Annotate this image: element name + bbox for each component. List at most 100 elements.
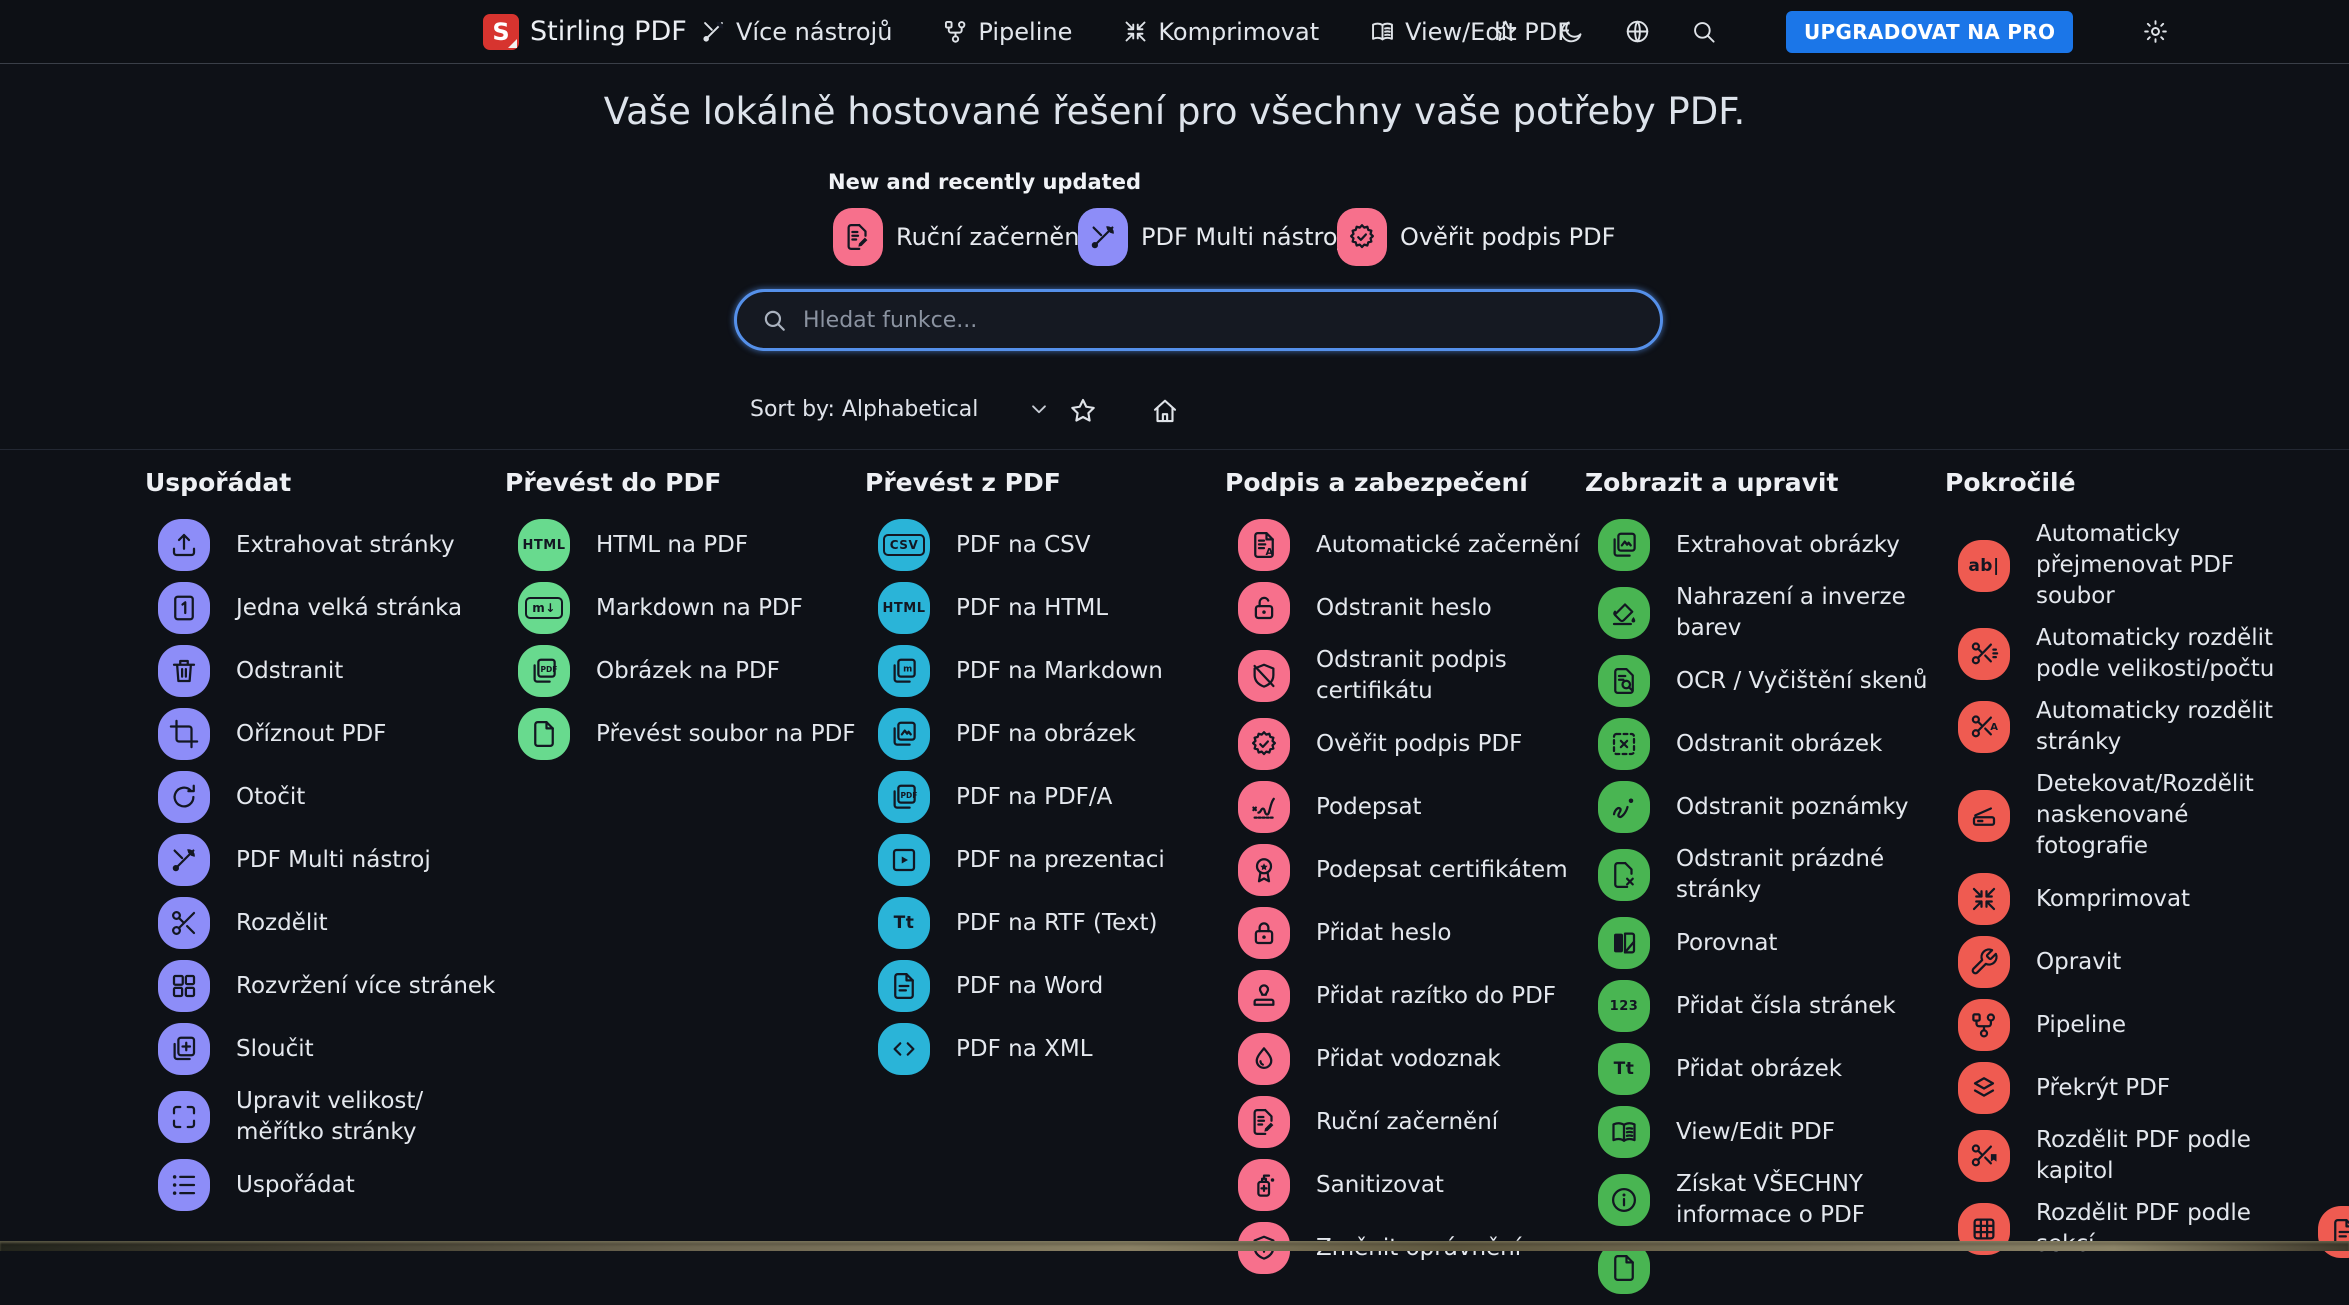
list-item-oto-it[interactable]: Otočit [145, 771, 505, 823]
list-item-label: PDF na XML [956, 1035, 1093, 1062]
list-item-rozvr-en-v-ce-str-nek[interactable]: Rozvržení více stránek [145, 960, 505, 1012]
list-item-pipeline[interactable]: Pipeline [1945, 999, 2305, 1051]
list-item-podepsat[interactable]: Podepsat [1225, 781, 1585, 833]
list-item-porovnat[interactable]: Porovnat [1585, 917, 1945, 969]
list-item-p-idat-vodoznak[interactable]: Přidat vodoznak [1225, 1033, 1585, 1085]
list-item-odstranit-heslo[interactable]: Odstranit heslo [1225, 582, 1585, 634]
list-item-rozd-lit-pdf-podle-kapitol[interactable]: Rozdělit PDF podle kapitol [1945, 1125, 2305, 1187]
list-item-odstranit-pr-zdn-str-nky[interactable]: Odstranit prázdné stránky [1585, 844, 1945, 906]
list-item-markdown-na-pdf[interactable]: m↓ Markdown na PDF [505, 582, 865, 634]
search-icon [761, 307, 787, 333]
favorites-star-icon[interactable] [1492, 18, 1519, 45]
auto-rename-icon: ab| [1968, 555, 2000, 576]
list-item-o-znout-pdf[interactable]: Oříznout PDF [145, 708, 505, 760]
sort-label: Sort by: Alphabetical [750, 397, 979, 422]
list-item-view-edit-pdf[interactable]: View/Edit PDF [1585, 1106, 1945, 1158]
gear-icon[interactable] [2142, 18, 2169, 45]
list-item-label: PDF na PDF/A [956, 783, 1113, 810]
list-item-automaticky-rozd-lit-str-nky[interactable]: Automaticky rozdělit stránky [1945, 696, 2305, 758]
language-globe-icon[interactable] [1624, 18, 1651, 45]
list-item-rozd-lit[interactable]: Rozdělit [145, 897, 505, 949]
nav-link-pipeline[interactable]: Pipeline [942, 18, 1072, 46]
list-item-html-na-pdf[interactable]: HTML HTML na PDF [505, 519, 865, 571]
list-item-automaticky-p-ejmenovat-pdf-soubor[interactable]: ab| Automaticky přejmenovat PDF soubor [1945, 519, 2305, 612]
list-item-pdf-na-pdf-a[interactable]: PDF na PDF/A [865, 771, 1225, 823]
list-item-odstranit-obr-zek[interactable]: Odstranit obrázek [1585, 718, 1945, 770]
auto-redact-icon [1238, 519, 1290, 571]
nav-link-v-ce-n-stroj-[interactable]: Více nástrojů [700, 18, 892, 46]
favorites-filter-star-icon[interactable] [1068, 396, 1098, 426]
list-item-pdf-na-prezentaci[interactable]: PDF na prezentaci [865, 834, 1225, 886]
column-p-ev-st-z-pdf: Převést z PDF CSV PDF na CSV HTML PDF na HTM… [865, 468, 1225, 1305]
list-item-pdf-na-csv[interactable]: CSV PDF na CSV [865, 519, 1225, 571]
list-item-automatick-za-ern-n-[interactable]: Automatické začernění [1225, 519, 1585, 571]
list-item-label: Opravit [2036, 948, 2122, 975]
list-item-label: Sloučit [236, 1035, 314, 1062]
nav-link-komprimovat[interactable]: Komprimovat [1122, 18, 1319, 46]
list-item-label: Upravit velikost/ měřítko stránky [236, 1088, 424, 1145]
list-item-pdf-na-html[interactable]: HTML PDF na HTML [865, 582, 1225, 634]
repair-icon [1958, 936, 2010, 988]
list-item-obr-zek-na-pdf[interactable]: Obrázek na PDF [505, 645, 865, 697]
sort-dropdown[interactable]: Sort by: Alphabetical [750, 396, 1053, 423]
list-item-uspo-dat[interactable]: Uspořádat [145, 1159, 505, 1211]
list-item-label: Odstranit prázdné stránky [1676, 846, 1885, 903]
view-edit-pdf-icon [1609, 1117, 1639, 1147]
quick-link-ov-it-podpis-pdf[interactable]: Ověřit podpis PDF [1337, 208, 1615, 266]
quick-link-pdf-multi-n-stroj[interactable]: PDF Multi nástroj [1078, 208, 1344, 266]
list-item-pdf-na-markdown[interactable]: PDF na Markdown [865, 645, 1225, 697]
list-item-komprimovat[interactable]: Komprimovat [1945, 873, 2305, 925]
list-item-ov-it-podpis-pdf[interactable]: Ověřit podpis PDF [1225, 718, 1585, 770]
view-edit-pdf-icon [1598, 1106, 1650, 1158]
list-item-opravit[interactable]: Opravit [1945, 936, 2305, 988]
quick-link-ru-n-za-ern-n-[interactable]: Ruční začernění [833, 208, 1086, 266]
list-item-extrahovat-obr-zky[interactable]: Extrahovat obrázky [1585, 519, 1945, 571]
list-item-label: Automaticky rozdělit podle velikosti/poč… [2036, 625, 2275, 682]
list-item-p-idat-sla-str-nek[interactable]: 123 Přidat čísla stránek [1585, 980, 1945, 1032]
list-item-odstranit-podpis-certifik-tu[interactable]: Odstranit podpis certifikátu [1225, 645, 1585, 707]
app-logo[interactable]: S Stirling PDF [483, 0, 687, 63]
list-item-p-ekr-t-pdf[interactable]: Překrýt PDF [1945, 1062, 2305, 1114]
list-item-odstranit[interactable]: Odstranit [145, 645, 505, 697]
upgrade-to-pro-button[interactable]: UPGRADOVAT NA PRO [1786, 10, 2074, 53]
list-item-pdf-na-xml[interactable]: PDF na XML [865, 1023, 1225, 1075]
list-item-pdf-na-rtf-text-[interactable]: Tt PDF na RTF (Text) [865, 897, 1225, 949]
list-item-p-ev-st-soubor-na-pdf[interactable]: Převést soubor na PDF [505, 708, 865, 760]
list-item-p-idat-heslo[interactable]: Přidat heslo [1225, 907, 1585, 959]
list-item-podepsat-certifik-tem[interactable]: Podepsat certifikátem [1225, 844, 1585, 896]
list-item-detekovat-rozd-lit-naskenovan-fotografie[interactable]: Detekovat/Rozdělit naskenované fotografi… [1945, 769, 2305, 862]
dark-mode-moon-icon[interactable] [1558, 18, 1585, 45]
search-input[interactable] [801, 306, 1636, 334]
image-to-pdf-icon [529, 656, 559, 686]
list-item-ru-n-za-ern-n-[interactable]: Ruční začernění [1225, 1096, 1585, 1148]
search-icon[interactable] [1690, 18, 1717, 45]
pdf-multi-tool-icon [1088, 222, 1118, 252]
list-item-label: Odstranit obrázek [1676, 730, 1883, 757]
list-item-p-idat-raz-tko-do-pdf[interactable]: Přidat razítko do PDF [1225, 970, 1585, 1022]
list-item-label: Markdown na PDF [596, 594, 803, 621]
list-item-jedna-velk-str-nka[interactable]: Jedna velká stránka [145, 582, 505, 634]
add-watermark-icon [1249, 1044, 1279, 1074]
list-item-upravit-velikost-m-tko-str-nky[interactable]: Upravit velikost/ měřítko stránky [145, 1086, 505, 1148]
list-item-pdf-na-obr-zek[interactable]: PDF na obrázek [865, 708, 1225, 760]
pdf-to-pdfa-icon [889, 782, 919, 812]
list-item-pdf-multi-n-stroj[interactable]: PDF Multi nástroj [145, 834, 505, 886]
merge-icon [158, 1023, 210, 1075]
list-item-z-skat-v-echny-informace-o-pdf[interactable]: Získat VŠECHNY informace o PDF [1585, 1169, 1945, 1231]
nav-link-view-edit-pdf[interactable]: View/Edit PDF [1369, 18, 1571, 46]
list-item-extrahovat-str-nky[interactable]: Extrahovat stránky [145, 519, 505, 571]
list-item-p-idat-obr-zek[interactable]: Tt Přidat obrázek [1585, 1043, 1945, 1095]
organize-icon [169, 1170, 199, 1200]
list-item-pdf-na-word[interactable]: PDF na Word [865, 960, 1225, 1012]
list-item-label: Nahrazení a inverze barev [1676, 584, 1906, 641]
home-icon[interactable] [1150, 396, 1180, 426]
remove-annotations-icon [1598, 781, 1650, 833]
list-item-automaticky-rozd-lit-podle-velikosti-po-tu[interactable]: Automaticky rozdělit podle velikosti/poč… [1945, 623, 2305, 685]
list-item-ocr-vy-i-t-n-sken-[interactable]: OCR / Vyčištění skenů [1585, 655, 1945, 707]
list-item-slou-it[interactable]: Sloučit [145, 1023, 505, 1075]
list-item-odstranit-pozn-mky[interactable]: Odstranit poznámky [1585, 781, 1945, 833]
list-item-sanitizovat[interactable]: Sanitizovat [1225, 1159, 1585, 1211]
list-item-nahrazen-a-inverze-barev[interactable]: Nahrazení a inverze barev [1585, 582, 1945, 644]
adjust-page-size-icon [158, 1091, 210, 1143]
tools-icon [700, 18, 727, 45]
